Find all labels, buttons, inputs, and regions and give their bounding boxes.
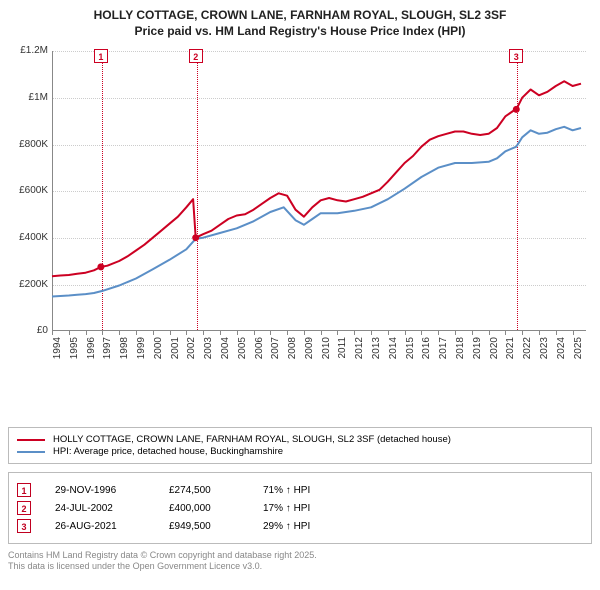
event-date: 24-JUL-2002 — [55, 503, 145, 514]
event-price: £400,000 — [169, 503, 239, 514]
event-delta: 71% ↑ HPI — [263, 485, 310, 496]
sale-point — [97, 264, 104, 271]
legend-label: HOLLY COTTAGE, CROWN LANE, FARNHAM ROYAL… — [53, 434, 451, 445]
legend: HOLLY COTTAGE, CROWN LANE, FARNHAM ROYAL… — [8, 427, 592, 464]
chart-title-block: HOLLY COTTAGE, CROWN LANE, FARNHAM ROYAL… — [8, 8, 592, 39]
footer-line-1: Contains HM Land Registry data © Crown c… — [8, 550, 592, 561]
chart-lines — [8, 45, 592, 385]
sale-events: 1 29-NOV-1996 £274,500 71% ↑ HPI 2 24-JUL-200… — [8, 472, 592, 544]
legend-row: HPI: Average price, detached house, Buck… — [17, 446, 583, 457]
event-badge: 3 — [17, 519, 31, 533]
title-line-1: HOLLY COTTAGE, CROWN LANE, FARNHAM ROYAL… — [8, 8, 592, 24]
event-badge: 2 — [17, 501, 31, 515]
event-row: 3 26-AUG-2021 £949,500 29% ↑ HPI — [17, 519, 583, 533]
legend-label: HPI: Average price, detached house, Buck… — [53, 446, 283, 457]
event-price: £949,500 — [169, 521, 239, 532]
series-hpi — [52, 127, 581, 297]
event-delta: 17% ↑ HPI — [263, 503, 310, 514]
title-line-2: Price paid vs. HM Land Registry's House … — [8, 24, 592, 40]
attribution-footer: Contains HM Land Registry data © Crown c… — [8, 550, 592, 573]
sale-point — [513, 106, 520, 113]
event-delta: 29% ↑ HPI — [263, 521, 310, 532]
event-date: 26-AUG-2021 — [55, 521, 145, 532]
sale-point — [192, 234, 199, 241]
event-row: 1 29-NOV-1996 £274,500 71% ↑ HPI — [17, 483, 583, 497]
legend-swatch — [17, 451, 45, 453]
event-row: 2 24-JUL-2002 £400,000 17% ↑ HPI — [17, 501, 583, 515]
legend-swatch — [17, 439, 45, 441]
event-badge: 1 — [17, 483, 31, 497]
event-price: £274,500 — [169, 485, 239, 496]
event-date: 29-NOV-1996 — [55, 485, 145, 496]
legend-row: HOLLY COTTAGE, CROWN LANE, FARNHAM ROYAL… — [17, 434, 583, 445]
footer-line-2: This data is licensed under the Open Gov… — [8, 561, 592, 572]
chart: £0£200K£400K£600K£800K£1M£1.2M1994199519… — [8, 45, 592, 385]
series-property — [52, 81, 581, 276]
